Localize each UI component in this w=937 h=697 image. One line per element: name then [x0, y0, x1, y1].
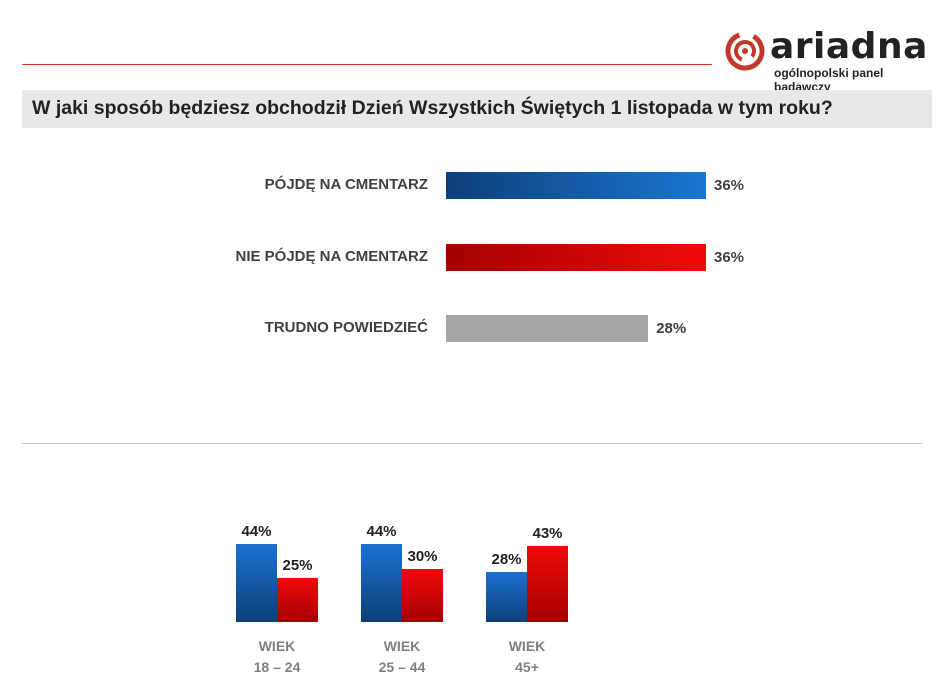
age-group-label-line1: WIEK — [383, 638, 421, 654]
category-label: NIE PÓJDĘ NA CMENTARZ — [235, 248, 428, 265]
age-group-label: WIEK 18 – 24 — [227, 636, 327, 678]
age-bar — [236, 544, 277, 622]
age-value-label: 44% — [366, 523, 397, 540]
section-divider — [22, 443, 922, 444]
value-label: 36% — [714, 177, 745, 194]
age-value-label: 43% — [532, 524, 563, 542]
age-group-label: WIEK 25 – 44 — [352, 636, 452, 678]
age-bar — [361, 544, 402, 622]
age-value-label: 28% — [491, 551, 522, 569]
age-group-label-line1: WIEK — [258, 638, 296, 654]
age-value-label: 25% — [282, 556, 313, 574]
value-label: 28% — [656, 320, 687, 337]
answer-bar — [446, 315, 649, 342]
answer-bar — [446, 244, 706, 271]
category-label: PÓJDĘ NA CMENTARZ — [264, 176, 428, 193]
age-group-label-line2: 45+ — [515, 659, 539, 675]
age-bar — [402, 568, 443, 622]
age-group-label-line2: 18 – 24 — [253, 659, 301, 675]
question-banner: W jaki sposób będziesz obchodził Dzień W… — [22, 90, 932, 128]
header-rule — [22, 64, 712, 65]
brand-logo: ariadna ogólnopolski panel badawczy — [724, 26, 934, 94]
age-group-label: WIEK 45+ — [477, 636, 577, 678]
answer-bar — [446, 172, 706, 199]
category-label: TRUDNO POWIEDZIEĆ — [264, 319, 428, 336]
value-label: 36% — [714, 249, 745, 266]
age-bar — [486, 572, 527, 622]
age-bar — [277, 577, 318, 622]
age-value-label: 30% — [407, 547, 438, 565]
age-bar — [527, 545, 568, 622]
question-text: W jaki sposób będziesz obchodził Dzień W… — [32, 97, 833, 119]
age-group-label-line2: 25 – 44 — [378, 659, 426, 675]
brand-name: ariadna — [770, 26, 928, 67]
age-value-label: 44% — [241, 523, 272, 540]
age-group-label-line1: WIEK — [508, 638, 546, 654]
ariadna-logo-icon — [725, 31, 765, 71]
